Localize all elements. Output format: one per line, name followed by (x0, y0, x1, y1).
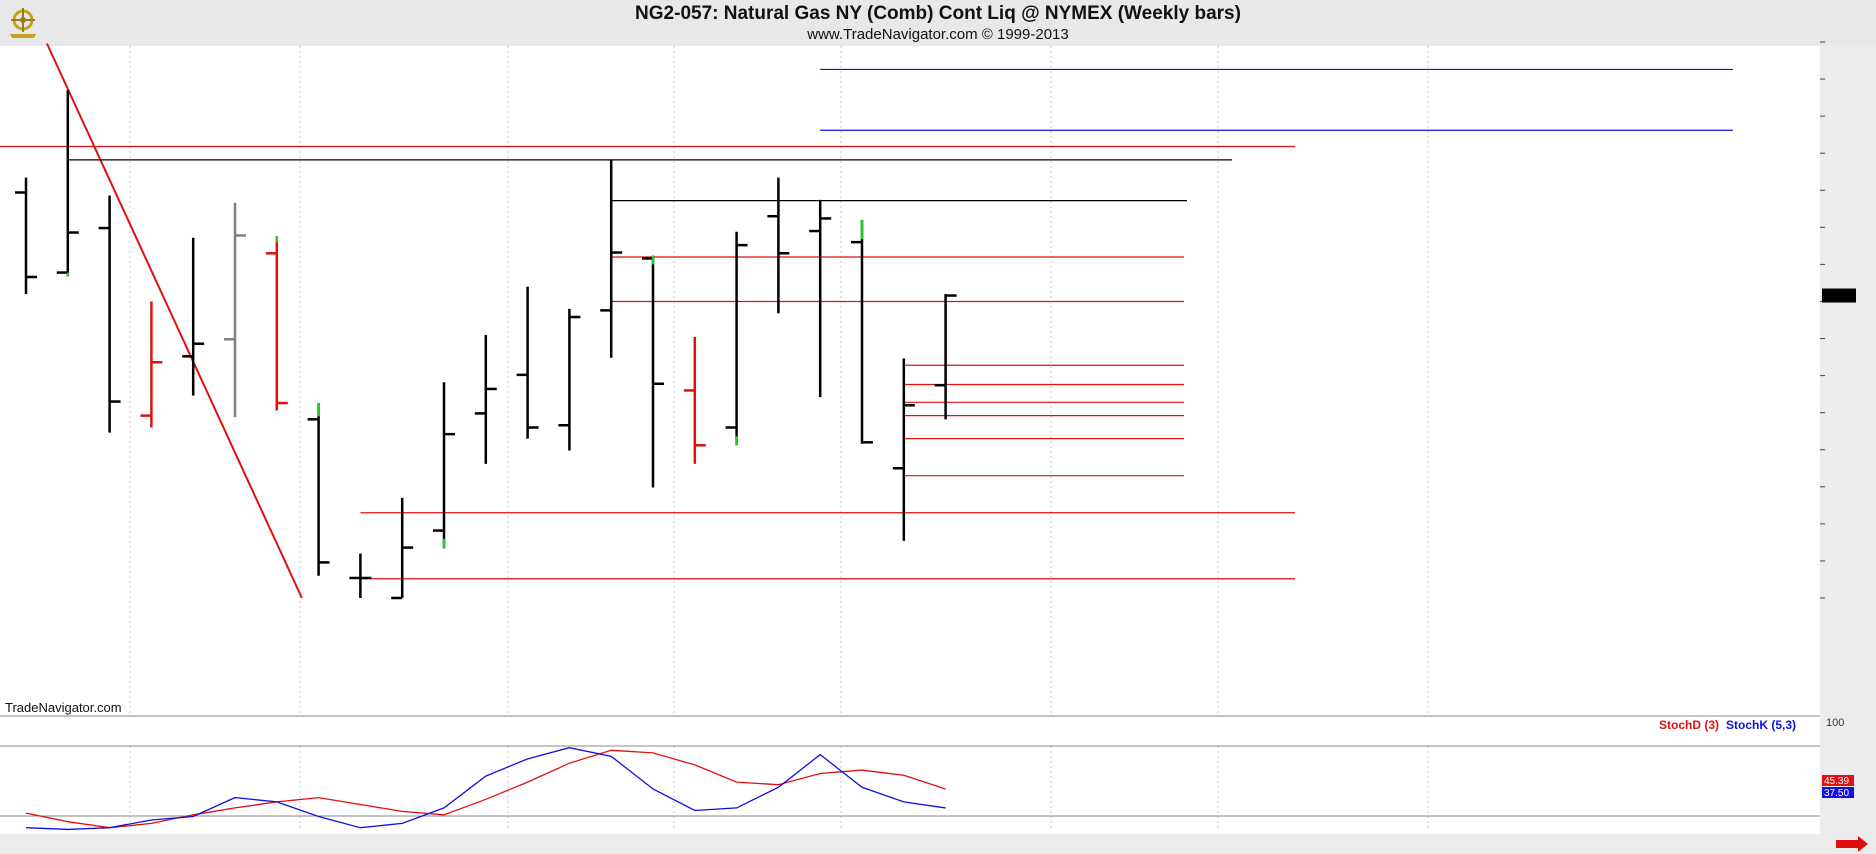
scroll-right-arrow-icon[interactable] (1836, 836, 1868, 852)
stochk-value: 37.50 (1824, 788, 1849, 799)
last-price-marker (1822, 288, 1856, 303)
trade-navigator-logo (4, 4, 42, 42)
stochk-legend: StochK (5,3) (1726, 718, 1796, 732)
chart-subtitle: www.TradeNavigator.com © 1999-2013 (807, 26, 1069, 43)
trend-line (45, 43, 303, 599)
stochd-legend: StochD (3) (1659, 718, 1719, 732)
stochd-value: 45.39 (1824, 776, 1849, 787)
chart-header: NG2-057: Natural Gas NY (Comb) Cont Liq … (0, 0, 1876, 46)
price-axis (1820, 46, 1876, 854)
watermark: TradeNavigator.com (5, 700, 122, 715)
stoch-axis-100: 100 (1826, 717, 1844, 729)
time-axis (0, 834, 1876, 854)
chart-title: NG2-057: Natural Gas NY (Comb) Cont Liq … (635, 3, 1241, 24)
stochastic-line (25, 747, 946, 831)
